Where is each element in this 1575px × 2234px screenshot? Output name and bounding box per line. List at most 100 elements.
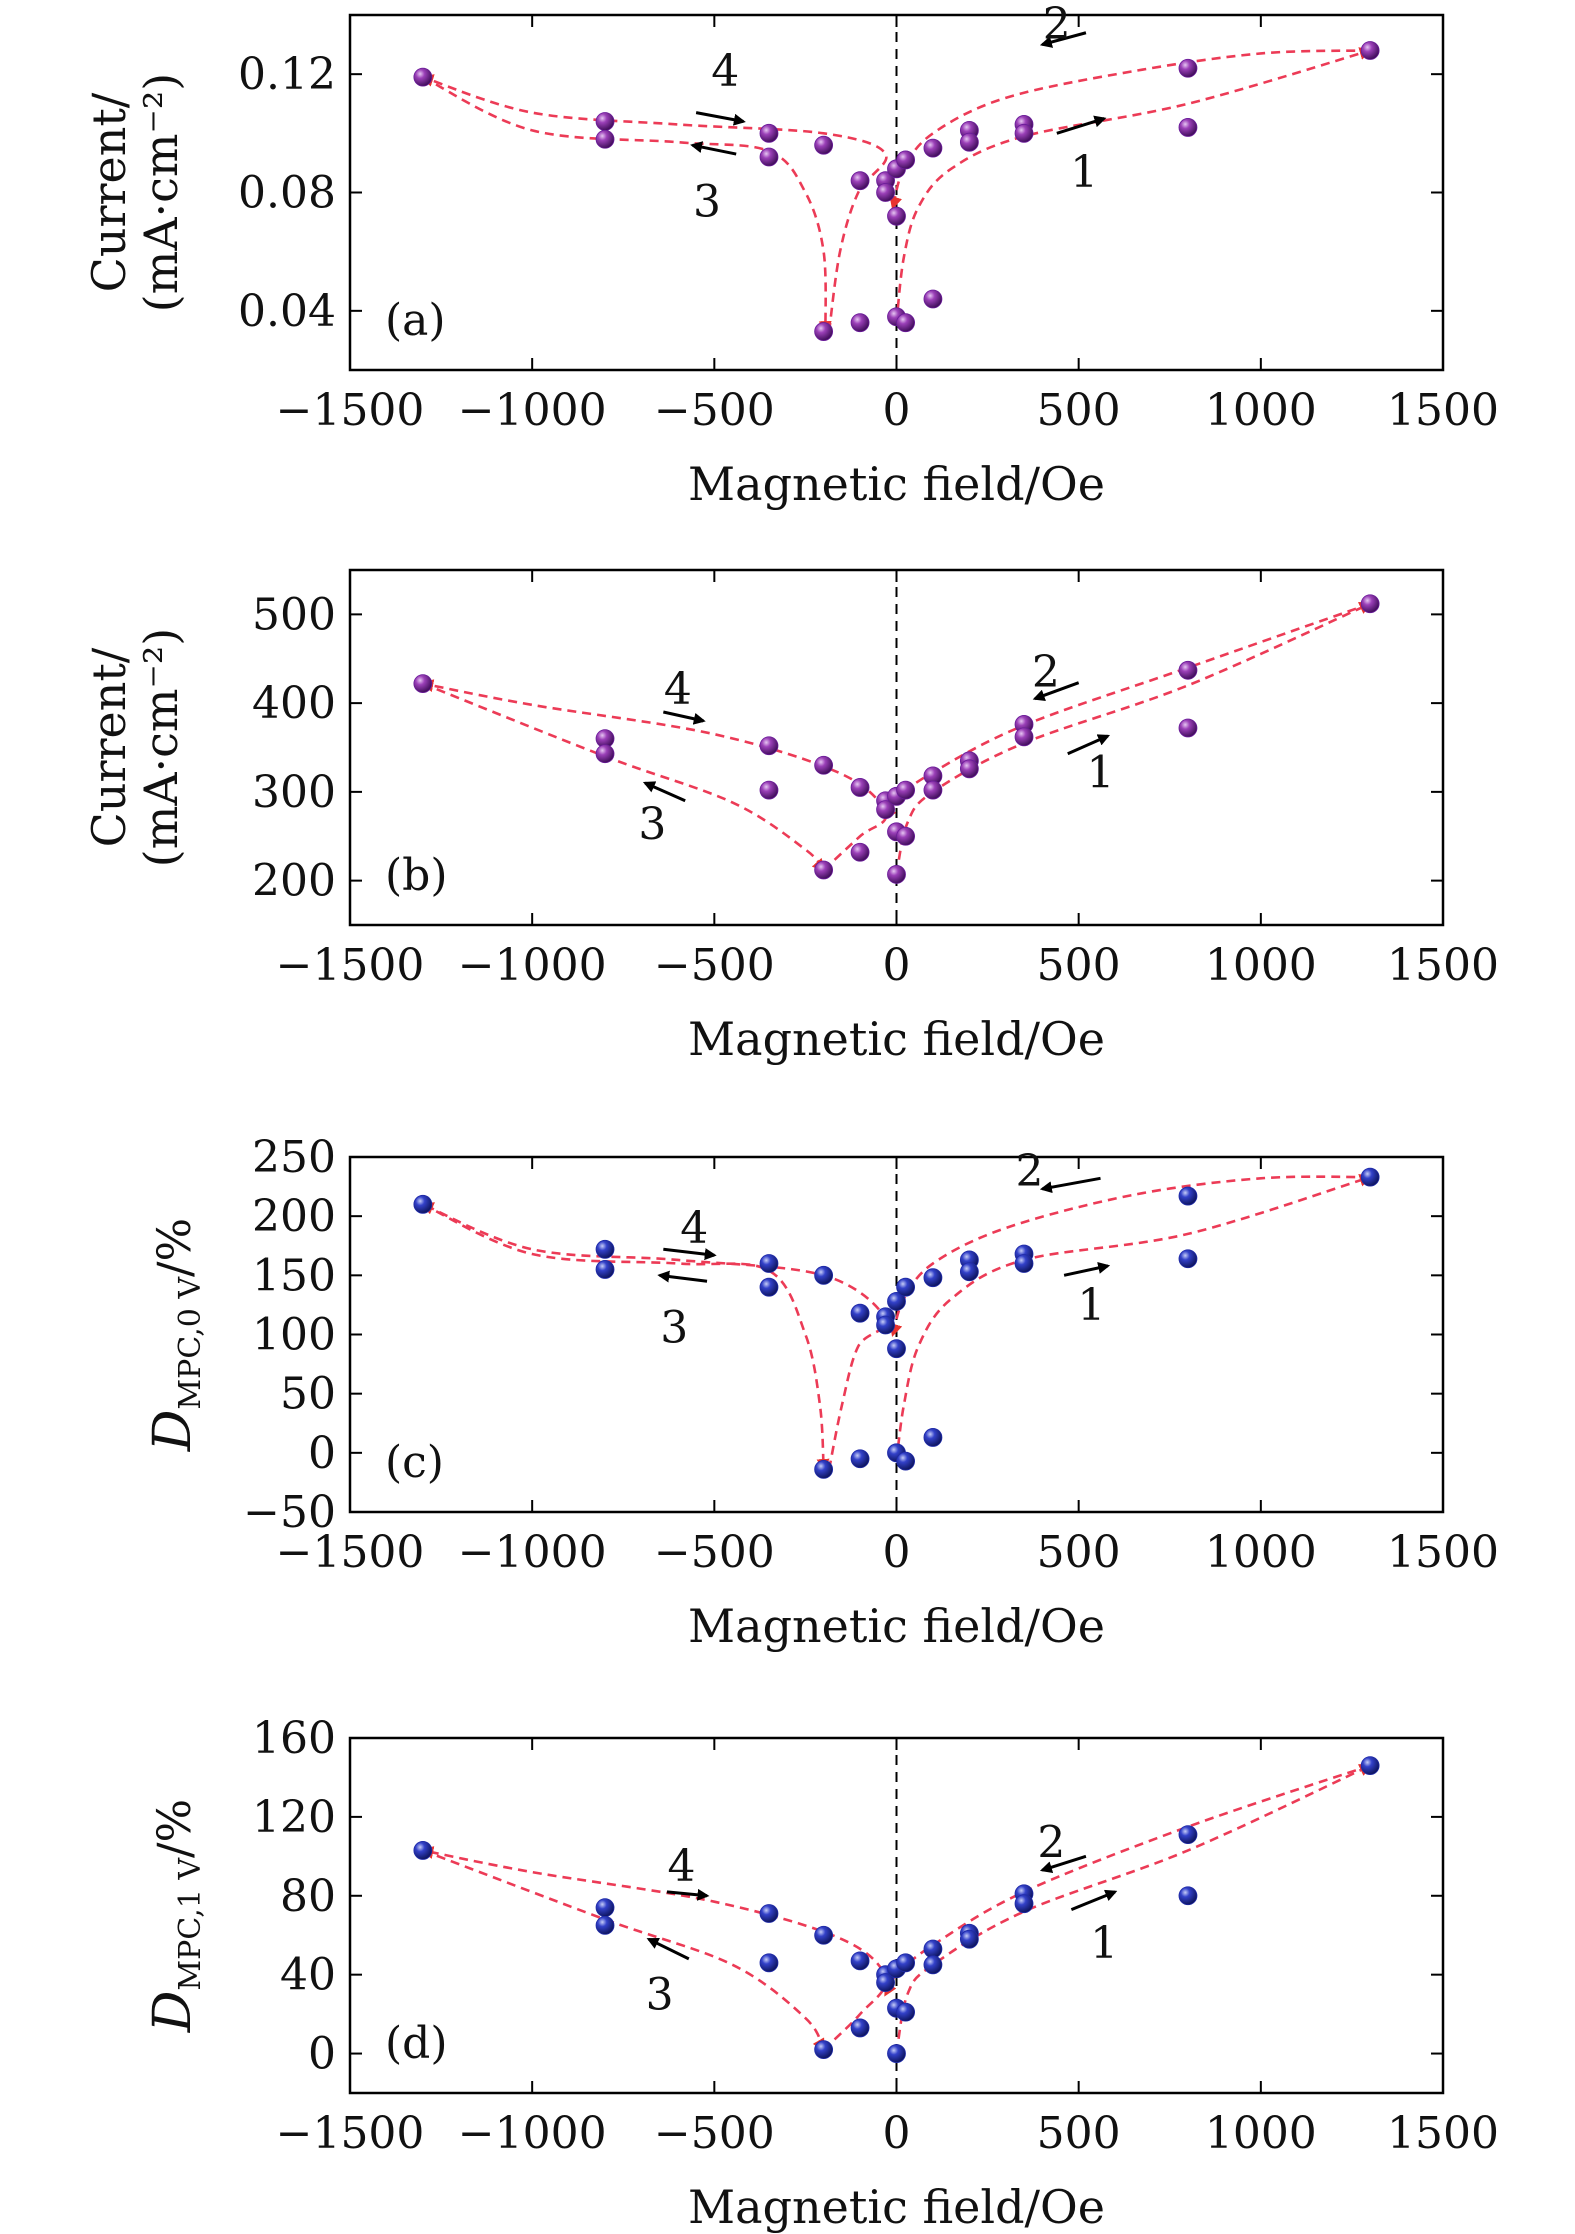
data-point: [1178, 660, 1198, 680]
data-point: [814, 860, 834, 880]
hysteresis-curve-2: [889, 1175, 1371, 1337]
data-point: [595, 1260, 615, 1279]
y-axis-title-sub: MPC,1 V: [173, 1857, 208, 1991]
data-point: [850, 1951, 870, 1971]
x-tick-label: 0: [883, 385, 911, 436]
data-point: [923, 1955, 943, 1975]
data-point: [1178, 1249, 1198, 1269]
hysteresis-curve-3: [422, 1203, 830, 1472]
data-point: [876, 1973, 895, 1992]
data-point: [595, 112, 615, 131]
data-point: [413, 67, 433, 87]
data-point: [887, 2044, 906, 2063]
x-tick-label: −500: [654, 385, 775, 436]
data-point: [959, 132, 979, 152]
y-axis-title-unit: /%: [147, 1218, 201, 1277]
x-tick-label: 0: [883, 1527, 911, 1578]
y-axis-title-line: (mA·cm⁻²): [134, 628, 188, 867]
data-point: [923, 138, 943, 158]
curve-label-1: 1: [1087, 747, 1115, 798]
sweep-direction-arrow-2: [1032, 681, 1080, 702]
hysteresis-curve-4: [420, 1202, 888, 1470]
data-point: [814, 1265, 834, 1285]
curve-label-4: 4: [668, 1841, 696, 1892]
curve-label-1: 1: [1077, 1280, 1105, 1331]
data-point: [896, 826, 916, 846]
hysteresis-curve-1: [895, 47, 1373, 323]
data-point: [850, 313, 870, 333]
data-point: [896, 1277, 916, 1297]
x-tick-label: 1000: [1205, 1527, 1317, 1578]
data-point: [759, 123, 779, 143]
x-tick-label: 1500: [1387, 385, 1499, 436]
data-point: [876, 800, 895, 820]
sweep-direction-arrow-1: [1067, 734, 1111, 756]
x-tick-label: −500: [654, 1527, 775, 1578]
curve-label-3: 3: [660, 1302, 688, 1353]
data-point: [959, 1262, 979, 1282]
data-point: [595, 1239, 615, 1259]
x-tick-label: −500: [654, 2108, 775, 2159]
data-point: [959, 759, 979, 779]
hysteresis-curve-1: [895, 602, 1373, 875]
x-tick-label: −1500: [276, 2108, 425, 2159]
x-tick-label: 1000: [1205, 2108, 1317, 2159]
x-tick-label: −1000: [458, 2108, 607, 2159]
y-axis-title-line: (mA·cm⁻²): [134, 73, 188, 312]
sweep-direction-arrow-4: [663, 1247, 717, 1261]
data-point: [1360, 1756, 1380, 1776]
sweep-direction-arrow-1: [1070, 1889, 1118, 1911]
panel-label: (a): [385, 295, 446, 346]
curve-label-3: 3: [693, 176, 721, 227]
y-tick-label: 0: [308, 1428, 336, 1479]
data-point: [814, 755, 834, 775]
sweep-direction-arrow-2: [1039, 1854, 1087, 1873]
y-tick-label: 400: [252, 678, 336, 729]
data-point: [814, 1460, 834, 1479]
data-point: [1360, 594, 1380, 614]
hysteresis-curve-1: [895, 1174, 1373, 1462]
data-point: [887, 865, 906, 884]
hysteresis-curve-3: [422, 1849, 825, 2052]
sweep-direction-arrow-3: [657, 1270, 708, 1283]
data-point: [1360, 41, 1380, 60]
y-tick-label: 300: [252, 767, 336, 818]
y-axis-title: DMPC,0 V/%: [143, 1218, 208, 1453]
y-tick-label: 250: [252, 1132, 336, 1183]
x-tick-label: −1500: [276, 940, 425, 991]
y-axis-title-line: Current/: [82, 647, 136, 847]
data-point: [759, 780, 779, 800]
y-tick-label: 0.04: [238, 286, 336, 337]
data-point: [1178, 58, 1198, 78]
data-point: [814, 2040, 834, 2060]
data-point: [759, 1254, 779, 1273]
y-tick-label: −50: [243, 1487, 336, 1538]
y-axis-title-line: Current/: [82, 92, 136, 292]
hysteresis-curve-4: [420, 679, 888, 871]
panel-label: (d): [385, 2018, 448, 2069]
x-tick-label: −1000: [458, 940, 607, 991]
curve-label-2: 2: [1043, 0, 1071, 50]
curve-label-2: 2: [1037, 1818, 1065, 1869]
data-point: [959, 1929, 979, 1949]
data-point: [896, 313, 916, 333]
data-point: [814, 1925, 834, 1945]
data-point: [1014, 1254, 1034, 1273]
data-point: [850, 1449, 870, 1469]
sweep-direction-arrow-3: [642, 781, 686, 803]
y-tick-label: 200: [252, 856, 336, 907]
data-point: [896, 150, 916, 170]
sweep-direction-arrow-1: [1063, 1262, 1111, 1277]
chart-panel-a: −1500 −1000 −500 0 500 1000 1500 0.04 0.08 0.12 Ma…: [82, 0, 1499, 511]
data-point: [595, 744, 615, 764]
y-tick-label: 160: [252, 1713, 336, 1764]
sweep-direction-arrow-2: [1039, 1176, 1101, 1194]
y-tick-label: 200: [252, 1191, 336, 1242]
data-point: [814, 135, 834, 155]
y-axis-title-sub: MPC,0 V: [173, 1276, 208, 1410]
data-point: [1014, 1894, 1034, 1914]
data-point: [814, 322, 834, 341]
data-point: [896, 780, 916, 800]
x-tick-label: 1000: [1205, 940, 1317, 991]
